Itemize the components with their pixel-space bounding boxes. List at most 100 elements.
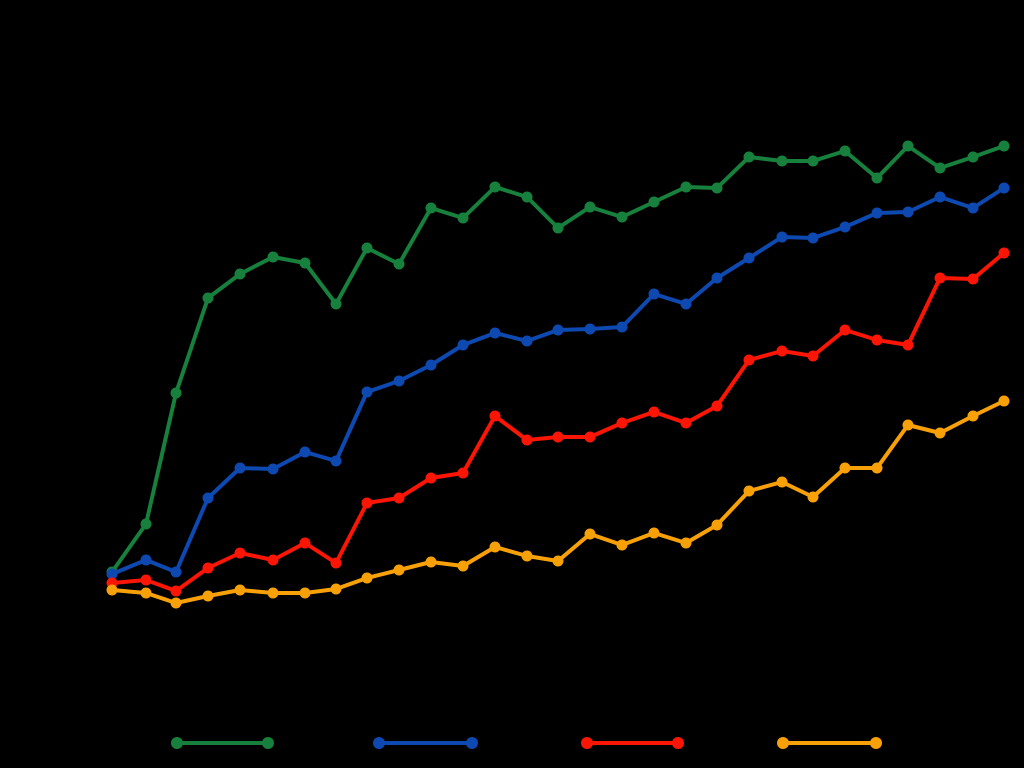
series-green-marker xyxy=(967,151,979,163)
series-orange-marker xyxy=(680,537,692,549)
legend-blue-marker xyxy=(373,737,385,749)
series-red-marker xyxy=(934,272,946,284)
series-orange-marker xyxy=(330,583,342,595)
series-green-marker xyxy=(425,202,437,214)
series-red-marker xyxy=(902,339,914,351)
series-red-marker xyxy=(170,585,182,597)
series-green-marker xyxy=(234,268,246,280)
series-blue-marker xyxy=(776,231,788,243)
series-orange-marker xyxy=(967,410,979,422)
series-green xyxy=(106,140,1010,578)
series-blue-marker xyxy=(743,252,755,264)
series-red-marker xyxy=(521,434,533,446)
series-green-marker xyxy=(807,155,819,167)
series-green-marker xyxy=(521,191,533,203)
series-blue-marker xyxy=(202,492,214,504)
series-green-marker xyxy=(489,181,501,193)
series-green-marker xyxy=(170,387,182,399)
series-blue-marker xyxy=(106,568,118,580)
series-orange-marker xyxy=(361,572,373,584)
series-orange-marker xyxy=(743,485,755,497)
legend-entry-green xyxy=(171,737,274,749)
series-orange-marker xyxy=(839,462,851,474)
series-green-marker xyxy=(393,258,405,270)
series-green-marker xyxy=(711,182,723,194)
series-blue-marker xyxy=(616,321,628,333)
series-blue-marker xyxy=(967,202,979,214)
series-green-marker xyxy=(902,140,914,152)
series-red-marker xyxy=(457,467,469,479)
series-blue-marker xyxy=(902,206,914,218)
series-orange-marker xyxy=(807,491,819,503)
series-red-marker xyxy=(711,400,723,412)
series-blue-marker xyxy=(425,359,437,371)
series-blue-marker xyxy=(521,335,533,347)
legend-entry-blue xyxy=(373,737,478,749)
series-orange-marker xyxy=(648,527,660,539)
series-green-marker xyxy=(839,145,851,157)
series-red-marker xyxy=(807,350,819,362)
series-blue-marker xyxy=(140,554,152,566)
series-green-marker xyxy=(743,151,755,163)
series-green-marker xyxy=(998,140,1010,152)
series-red-marker xyxy=(202,562,214,574)
legend-green-marker xyxy=(171,737,183,749)
series-red-marker xyxy=(967,273,979,285)
series-red-marker xyxy=(330,557,342,569)
series-green-marker xyxy=(871,172,883,184)
series-red-marker xyxy=(234,547,246,559)
series-blue-marker xyxy=(457,339,469,351)
series-blue-marker xyxy=(711,272,723,284)
series-blue-marker xyxy=(680,298,692,310)
series-green-marker xyxy=(616,211,628,223)
series-orange-marker xyxy=(202,590,214,602)
series-blue-marker xyxy=(330,455,342,467)
series-red-marker xyxy=(267,554,279,566)
series-orange-marker xyxy=(521,550,533,562)
series-blue-marker xyxy=(648,288,660,300)
series-orange-marker xyxy=(457,560,469,572)
series-green-marker xyxy=(202,292,214,304)
series-red-marker xyxy=(648,406,660,418)
series-blue-marker xyxy=(267,463,279,475)
series-orange-marker xyxy=(393,564,405,576)
series-blue-marker xyxy=(807,232,819,244)
series-red-marker xyxy=(552,431,564,443)
series-orange-marker xyxy=(552,555,564,567)
series-blue-marker xyxy=(489,327,501,339)
legend-red-marker xyxy=(581,737,593,749)
series-red-marker xyxy=(393,492,405,504)
series-red-marker xyxy=(489,410,501,422)
series-green-marker xyxy=(267,251,279,263)
series-red-marker xyxy=(871,334,883,346)
series-orange-marker xyxy=(170,597,182,609)
legend xyxy=(171,737,882,749)
series-red-marker xyxy=(299,537,311,549)
series-blue-marker xyxy=(934,191,946,203)
series-green-marker xyxy=(776,155,788,167)
series-orange-marker xyxy=(902,419,914,431)
series-orange xyxy=(106,395,1010,609)
series-orange-marker xyxy=(489,541,501,553)
series-green-marker xyxy=(584,201,596,213)
series-red-marker xyxy=(680,417,692,429)
series-blue-marker xyxy=(584,323,596,335)
series-blue-marker xyxy=(871,207,883,219)
series-red-marker xyxy=(776,345,788,357)
series-red-marker xyxy=(743,354,755,366)
series-blue-marker xyxy=(393,375,405,387)
series-green-marker xyxy=(330,298,342,310)
series-orange-marker xyxy=(934,427,946,439)
series-orange-marker xyxy=(871,462,883,474)
series-orange-marker xyxy=(140,587,152,599)
series-green-marker xyxy=(648,196,660,208)
series-blue-marker xyxy=(361,386,373,398)
legend-red-marker xyxy=(672,737,684,749)
legend-green-marker xyxy=(262,737,274,749)
series-blue-marker xyxy=(552,324,564,336)
series-red-marker xyxy=(616,417,628,429)
series-red-marker xyxy=(361,497,373,509)
legend-blue-marker xyxy=(466,737,478,749)
